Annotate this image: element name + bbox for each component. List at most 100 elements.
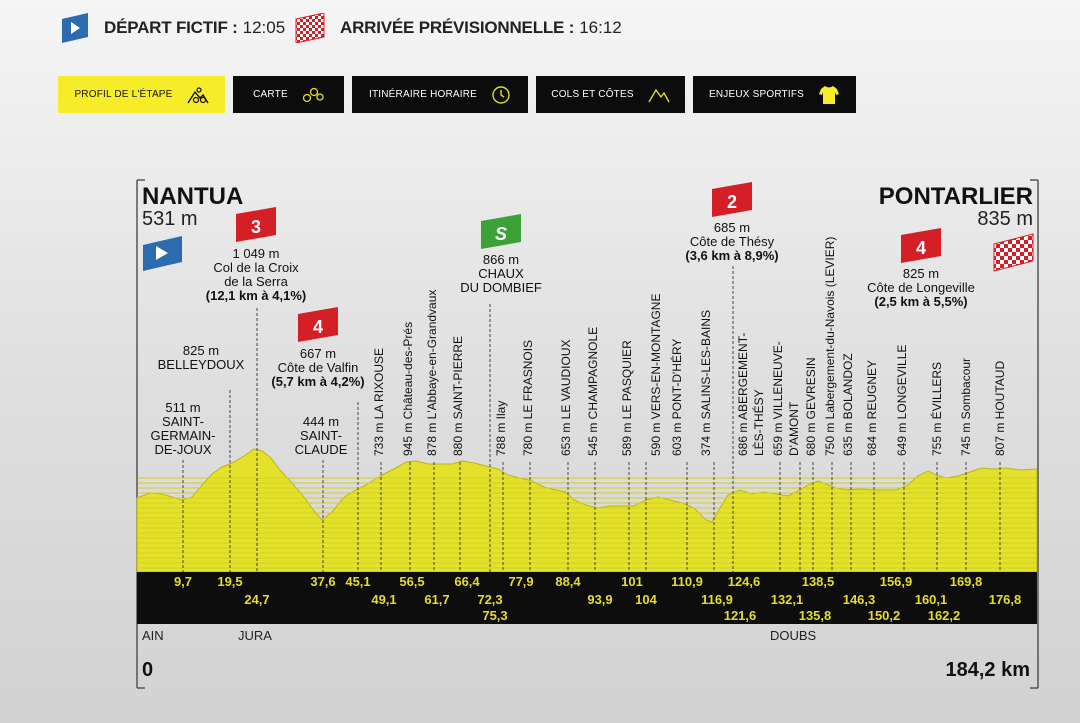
svg-text:667 m: 667 m — [300, 346, 336, 361]
svg-text:Côte de Longeville: Côte de Longeville — [867, 280, 975, 295]
town-label: LÈS-THÉSY — [751, 389, 766, 456]
region-ain: AIN — [142, 628, 164, 643]
svg-text:SAINT-: SAINT- — [162, 414, 204, 429]
town-label: 545 m CHAMPAGNOLE — [586, 327, 600, 456]
climb-cote-valfin: 4 667 m Côte de Valfin (5,7 km à 4,2%) — [271, 307, 365, 389]
town-label: 653 m LE VAUDIOUX — [559, 340, 573, 456]
town-label: 945 m Château-des-Prés — [401, 322, 415, 456]
jersey-icon — [819, 85, 840, 104]
town-label: D'AMONT — [787, 401, 801, 456]
km-label: 61,7 — [424, 592, 449, 607]
svg-text:825 m: 825 m — [903, 266, 939, 281]
km-label: 72,3 — [477, 592, 502, 607]
town-label: 880 m SAINT-PIERRE — [451, 336, 465, 456]
clock-icon — [492, 85, 510, 104]
depart-flag-icon — [62, 13, 88, 43]
svg-text:(2,5 km à 5,5%): (2,5 km à 5,5%) — [874, 294, 967, 309]
km-label: 19,5 — [217, 574, 242, 589]
town-belleydoux: 825 m BELLEYDOUX — [158, 343, 245, 372]
svg-text:(12,1 km à 4,1%): (12,1 km à 4,1%) — [206, 288, 306, 303]
town-label: 603 m PONT-D'HÉRY — [669, 339, 684, 456]
km-label: 56,5 — [399, 574, 424, 589]
svg-text:2: 2 — [727, 192, 737, 212]
km-label: 9,7 — [174, 574, 192, 589]
km-label: 176,8 — [989, 592, 1022, 607]
terrain-profile — [136, 448, 1038, 573]
svg-text:(5,7 km à 4,2%): (5,7 km à 4,2%) — [271, 374, 364, 389]
tab-itineraire-horaire[interactable]: ITINÉRAIRE HORAIRE — [352, 76, 528, 113]
tab-label: ITINÉRAIRE HORAIRE — [368, 89, 478, 100]
km-label: 49,1 — [371, 592, 396, 607]
climb-cote-longeville: 4 825 m Côte de Longeville (2,5 km à 5,5… — [867, 228, 975, 309]
region-doubs: DOUBS — [770, 628, 817, 643]
town-label: 686 m ABERGEMENT- — [736, 333, 750, 456]
arrivee-info: ARRIVÉE PRÉVISIONNELLE : 16:12 — [294, 12, 622, 44]
svg-text:S: S — [495, 224, 507, 244]
svg-text:1 049 m: 1 049 m — [233, 246, 280, 261]
km-label: 77,9 — [508, 574, 533, 589]
town-saint-claude: 444 m SAINT- CLAUDE — [295, 414, 348, 457]
svg-text:Côte de Thésy: Côte de Thésy — [690, 234, 775, 249]
depart-time: 12:05 — [242, 18, 286, 37]
town-label: 635 m BOLANDOZ — [841, 353, 855, 456]
map-icon — [302, 87, 324, 102]
svg-text:825 m: 825 m — [183, 343, 219, 358]
tab-carte[interactable]: CARTE — [233, 76, 344, 113]
climb-col-croix-serra: 3 1 049 m Col de la Croix de la Serra (1… — [206, 207, 306, 303]
town-label: 684 m REUGNEY — [865, 360, 879, 456]
finish-flag-icon — [295, 13, 325, 43]
svg-text:CLAUDE: CLAUDE — [295, 442, 348, 457]
end-km: 184,2 km — [945, 659, 1030, 681]
km-label: 45,1 — [345, 574, 370, 589]
svg-text:GERMAIN-: GERMAIN- — [151, 428, 216, 443]
svg-text:866 m: 866 m — [483, 252, 519, 267]
depart-flag-icon — [143, 236, 182, 271]
mountain-icon — [648, 88, 670, 102]
town-label: 755 m ÉVILLERS — [929, 362, 944, 456]
town-label: 374 m SALINS-LES-BAINS — [699, 310, 713, 456]
town-label: 733 m LA RIXOUSE — [372, 348, 386, 456]
town-label: 745 m Sombacour — [959, 358, 973, 456]
terrain-hatching — [138, 477, 1036, 569]
tab-enjeux-sportifs[interactable]: ENJEUX SPORTIFS — [693, 76, 856, 113]
km-band — [137, 572, 1037, 624]
svg-text:685 m: 685 m — [714, 220, 750, 235]
depart-info: DÉPART FICTIF : 12:05 — [58, 12, 285, 44]
town-label: 807 m HOUTAUD — [993, 361, 1007, 456]
depart-label: DÉPART FICTIF : — [104, 18, 238, 37]
km-label: 138,5 — [802, 574, 835, 589]
km-label: 37,6 — [310, 574, 335, 589]
town-saint-germain-de-joux: 511 m SAINT- GERMAIN- DE-JOUX — [151, 400, 216, 457]
km-label: 104 — [635, 592, 657, 607]
svg-text:4: 4 — [916, 238, 926, 258]
km-label: 135,8 — [799, 608, 832, 623]
svg-text:DU DOMBIEF: DU DOMBIEF — [460, 280, 542, 295]
finish-elevation: 835 m — [977, 208, 1033, 230]
svg-text:CHAUX: CHAUX — [478, 266, 524, 281]
km-label: 101 — [621, 574, 643, 589]
svg-text:511 m: 511 m — [165, 400, 200, 415]
tab-label: CARTE — [253, 89, 288, 100]
town-label: 590 m VERS-EN-MONTAGNE — [649, 294, 663, 456]
svg-text:Col de la Croix: Col de la Croix — [213, 260, 299, 275]
town-label: 589 m LE PASQUIER — [620, 340, 634, 456]
svg-text:DE-JOUX: DE-JOUX — [154, 442, 211, 457]
km-label: 110,9 — [671, 574, 703, 589]
svg-text:de la Serra: de la Serra — [224, 274, 288, 289]
tab-cols-et-cotes[interactable]: COLS ET CÔTES — [536, 76, 685, 113]
km-label: 88,4 — [555, 574, 581, 589]
svg-text:Côte de Valfin: Côte de Valfin — [278, 360, 359, 375]
km-label: 66,4 — [454, 574, 480, 589]
svg-text:4: 4 — [313, 317, 323, 337]
finish-town: PONTARLIER — [879, 183, 1033, 210]
svg-text:BELLEYDOUX: BELLEYDOUX — [158, 357, 245, 372]
town-label: 780 m LE FRASNOIS — [521, 340, 535, 456]
arrivee-label: ARRIVÉE PRÉVISIONNELLE : — [340, 18, 575, 37]
km-label: 146,3 — [843, 592, 876, 607]
town-label: 680 m GEVRESIN — [804, 357, 818, 456]
km-label: 116,9 — [701, 592, 733, 607]
tab-profil-etape[interactable]: PROFIL DE L'ÉTAPE — [58, 76, 225, 113]
sprint-chaux-du-dombief: S 866 m CHAUX DU DOMBIEF — [460, 214, 542, 295]
town-label: 649 m LONGEVILLE — [895, 345, 909, 456]
km-label: 24,7 — [244, 592, 269, 607]
